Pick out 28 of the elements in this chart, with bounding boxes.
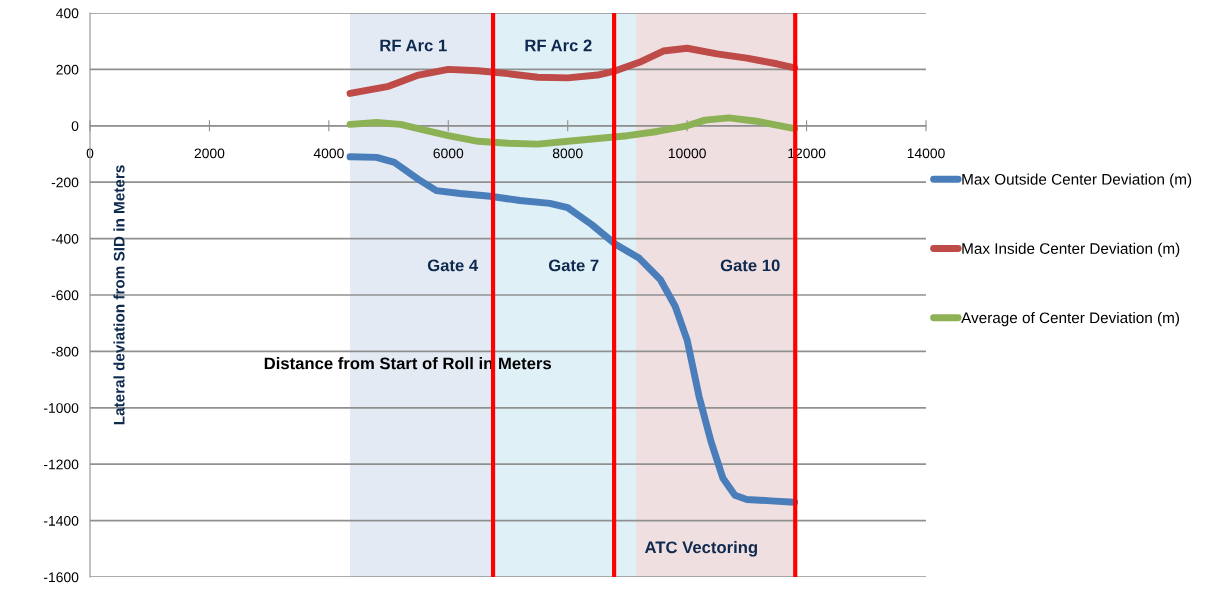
y-tick-label: 200 — [56, 64, 79, 75]
legend-label: Max Outside Center Deviation (m) — [962, 173, 1192, 188]
y-tick-label: 400 — [56, 8, 79, 19]
y-tick-label: -1400 — [43, 515, 79, 526]
y-tick-label: -1000 — [43, 403, 79, 413]
y-tick-label: -1600 — [43, 572, 79, 583]
x-tick-label: 14000 — [907, 148, 945, 159]
x-tick-label: 8000 — [552, 148, 583, 159]
y-tick-label: -200 — [51, 177, 79, 188]
y-axis-title: Lateral deviation from SID in Meters — [113, 165, 125, 425]
x-tick-label: 10000 — [668, 148, 706, 159]
band-label: RF Arc 2 — [525, 39, 592, 52]
y-tick-label: 0 — [71, 121, 79, 131]
x-tick-label: 2000 — [194, 148, 225, 159]
y-tick-label: -1200 — [43, 459, 79, 470]
band-label: ATC Vectoring — [644, 541, 757, 557]
ref-line-label: Gate 7 — [548, 259, 599, 272]
x-tick-label: 0 — [86, 148, 94, 159]
band-label: RF Arc 1 — [380, 39, 447, 52]
x-tick-label: 4000 — [313, 148, 344, 159]
y-tick-label: -400 — [51, 233, 79, 244]
legend-label: Max Inside Center Deviation (m) — [962, 242, 1180, 257]
y-tick-label: -800 — [51, 346, 79, 357]
y-tick-label: -600 — [51, 290, 79, 301]
legend-label: Average of Center Deviation (m) — [961, 312, 1179, 327]
ref-line-label: Gate 4 — [427, 259, 479, 272]
ref-line-label: Gate 10 — [720, 259, 780, 272]
x-tick-label: 6000 — [433, 148, 464, 159]
